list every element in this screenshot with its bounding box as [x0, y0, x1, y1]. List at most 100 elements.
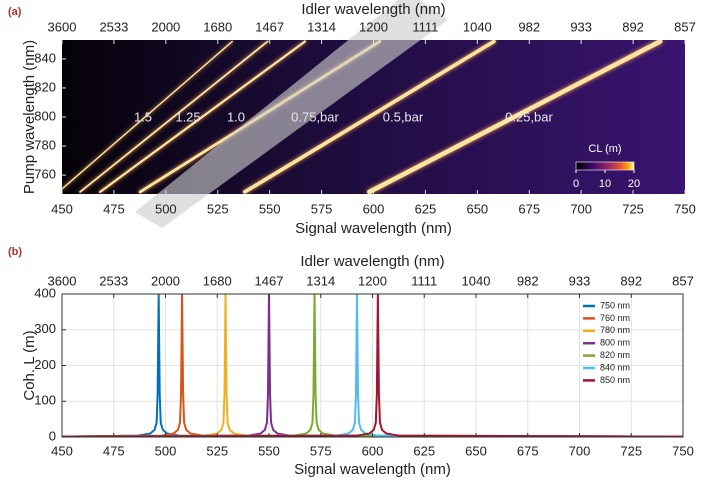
- line-annotation: 1.25: [175, 109, 200, 124]
- x-tick-label: 650: [466, 201, 488, 216]
- legend-label: 850 nm: [600, 375, 630, 385]
- y-axis-title: Pump wavelength (nm): [21, 40, 38, 194]
- x-tick-label: 550: [259, 201, 281, 216]
- x-tick-label: 500: [155, 443, 177, 458]
- x2-tick-label: 2533: [99, 19, 128, 34]
- x2-tick-label: 3600: [48, 19, 77, 34]
- x2-tick-label: 1040: [463, 19, 492, 34]
- y-tick-label: 100: [34, 393, 56, 408]
- colorbar-tick-label: 10: [599, 178, 611, 190]
- x2-tick-label: 857: [672, 273, 694, 288]
- x2-tick-label: 1040: [462, 273, 491, 288]
- line-annotation: 0.5,bar: [383, 109, 424, 124]
- x2-axis-title: Idler wavelength (nm): [300, 253, 444, 270]
- background-layer: [61, 40, 685, 438]
- x-tick-label: 500: [155, 201, 177, 216]
- colorbar-tick-label: 0: [573, 178, 579, 190]
- x-tick-label: 475: [103, 443, 125, 458]
- line-annotation: 0.25,bar: [505, 109, 553, 124]
- x2-tick-label: 933: [570, 19, 592, 34]
- x2-tick-label: 1314: [307, 19, 336, 34]
- x-tick-label: 675: [517, 443, 539, 458]
- y-tick-label: 800: [34, 108, 56, 123]
- x-tick-label: 575: [311, 201, 333, 216]
- highlight-band: [135, 0, 448, 228]
- marks-layer: [62, 40, 683, 437]
- x-tick-label: 700: [569, 443, 591, 458]
- x-tick-label: 675: [518, 201, 540, 216]
- legend-label: 780 nm: [600, 325, 630, 335]
- legend-label: 820 nm: [600, 350, 630, 360]
- y-axis-title: Coh. L (m): [21, 330, 38, 400]
- legend-label: 750 nm: [600, 300, 630, 310]
- x-tick-label: 575: [310, 443, 332, 458]
- x2-tick-label: 3600: [48, 273, 77, 288]
- x-tick-label: 525: [207, 201, 229, 216]
- y-tick-label: 820: [34, 79, 56, 94]
- x2-tick-label: 892: [622, 19, 644, 34]
- x2-tick-label: 982: [517, 273, 539, 288]
- x2-axis-title: Idler wavelength (nm): [301, 1, 445, 18]
- ridge-line: [242, 40, 496, 194]
- x2-tick-label: 1467: [255, 19, 284, 34]
- x-tick-label: 550: [258, 443, 280, 458]
- x-tick-label: 600: [362, 443, 384, 458]
- x-tick-label: 450: [51, 443, 73, 458]
- x2-tick-label: 982: [518, 19, 540, 34]
- line-annotation: 1.0: [227, 109, 245, 124]
- y-tick-label: 760: [34, 167, 56, 182]
- x2-tick-label: 892: [620, 273, 642, 288]
- ridge-line: [367, 40, 663, 194]
- legend-label: 760 nm: [600, 313, 630, 323]
- x-tick-label: 625: [415, 201, 437, 216]
- x2-tick-label: 2533: [99, 273, 128, 288]
- x2-tick-label: 933: [569, 273, 591, 288]
- x-tick-label: 450: [51, 201, 73, 216]
- x2-tick-label: 1111: [411, 273, 437, 288]
- x2-tick-label: 1314: [306, 273, 335, 288]
- colorbar-title: CL (m): [588, 143, 621, 155]
- x2-tick-label: 857: [674, 19, 696, 34]
- legend-label: 840 nm: [600, 362, 630, 372]
- x-tick-label: 475: [103, 201, 125, 216]
- series-line: [62, 294, 683, 437]
- colorbar: [575, 161, 635, 171]
- x2-tick-label: 2000: [151, 273, 180, 288]
- ridge-line: [98, 40, 307, 194]
- x-axis-title: Signal wavelength (nm): [294, 461, 451, 478]
- x-tick-label: 600: [363, 201, 385, 216]
- x-tick-label: 750: [674, 201, 696, 216]
- x2-tick-label: 1680: [203, 273, 232, 288]
- x-tick-label: 650: [465, 443, 487, 458]
- line-annotation: 1.5: [134, 109, 152, 124]
- x2-tick-label: 1680: [203, 19, 232, 34]
- colorbar-tick-label: 20: [628, 178, 640, 190]
- line-annotation: 0.75,bar: [291, 109, 339, 124]
- x2-tick-label: 2000: [151, 19, 180, 34]
- x-tick-label: 725: [622, 201, 644, 216]
- x-tick-label: 700: [570, 201, 592, 216]
- series-line: [62, 294, 683, 437]
- x2-tick-label: 1111: [412, 19, 438, 34]
- y-tick-label: 840: [34, 50, 56, 65]
- x2-tick-label: 1200: [359, 19, 388, 34]
- y-tick-label: 200: [34, 357, 56, 372]
- ridge-line: [79, 40, 269, 193]
- y-tick-label: 300: [34, 321, 56, 336]
- series-line: [62, 294, 683, 437]
- x-tick-label: 525: [206, 443, 228, 458]
- y-tick-label: 400: [34, 285, 56, 300]
- y-tick-label: 780: [34, 137, 56, 152]
- plot-frame: [61, 293, 684, 438]
- series-line: [62, 294, 683, 437]
- x-tick-label: 725: [620, 443, 642, 458]
- panel-label: (b): [8, 246, 22, 258]
- x-tick-label: 625: [413, 443, 435, 458]
- x-tick-label: 750: [672, 443, 694, 458]
- y-tick-label: 0: [49, 428, 56, 443]
- legend-label: 800 nm: [600, 338, 630, 348]
- x-axis-title: Signal wavelength (nm): [295, 220, 452, 237]
- x2-tick-label: 1467: [255, 273, 284, 288]
- ridge-line: [62, 40, 233, 190]
